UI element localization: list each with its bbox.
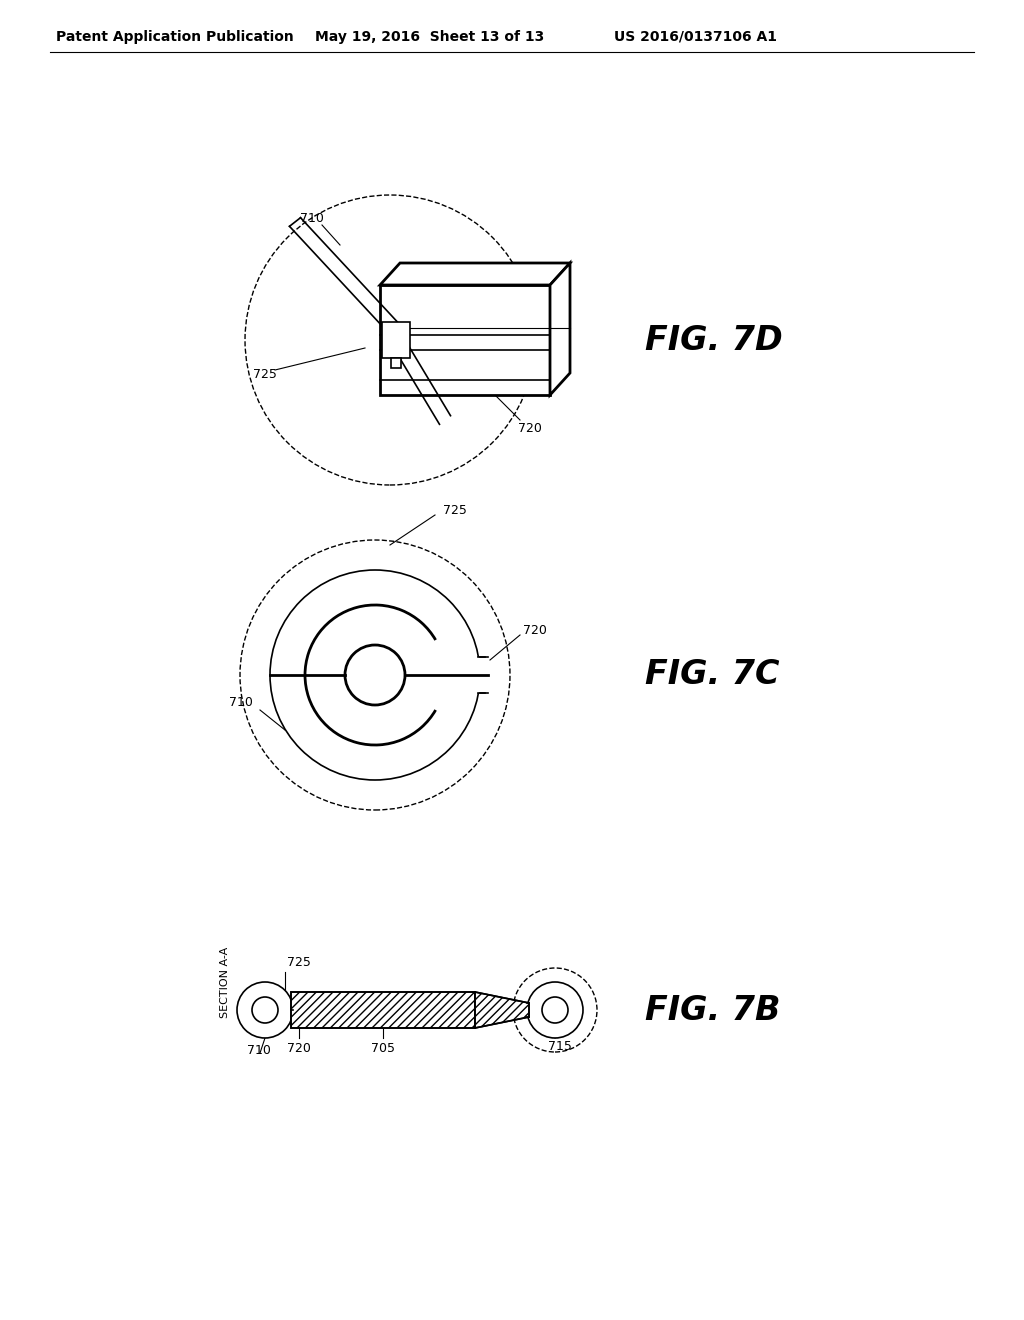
- Circle shape: [252, 997, 278, 1023]
- Text: May 19, 2016  Sheet 13 of 13: May 19, 2016 Sheet 13 of 13: [315, 30, 545, 44]
- Text: 710: 710: [229, 697, 253, 710]
- Circle shape: [542, 997, 568, 1023]
- Text: 710: 710: [300, 211, 324, 224]
- Polygon shape: [380, 263, 570, 285]
- Circle shape: [270, 570, 480, 780]
- Polygon shape: [382, 322, 410, 358]
- Polygon shape: [475, 657, 490, 693]
- Text: 715: 715: [548, 1040, 572, 1052]
- Circle shape: [345, 645, 406, 705]
- Polygon shape: [475, 993, 529, 1028]
- Text: 710: 710: [247, 1044, 271, 1056]
- Text: US 2016/0137106 A1: US 2016/0137106 A1: [613, 30, 776, 44]
- Text: 725: 725: [443, 503, 467, 516]
- Text: SECTION A-A: SECTION A-A: [220, 946, 230, 1018]
- Circle shape: [527, 982, 583, 1038]
- Text: 720: 720: [523, 623, 547, 636]
- Polygon shape: [550, 263, 570, 395]
- Text: 725: 725: [287, 956, 311, 969]
- Text: 720: 720: [518, 421, 542, 434]
- Text: 705: 705: [371, 1041, 395, 1055]
- Text: FIG. 7B: FIG. 7B: [645, 994, 780, 1027]
- Circle shape: [237, 982, 293, 1038]
- Text: Patent Application Publication: Patent Application Publication: [56, 30, 294, 44]
- Text: FIG. 7C: FIG. 7C: [645, 659, 779, 692]
- Polygon shape: [291, 993, 475, 1028]
- Text: 720: 720: [287, 1041, 311, 1055]
- Text: FIG. 7D: FIG. 7D: [645, 323, 782, 356]
- Text: 725: 725: [253, 368, 276, 381]
- Polygon shape: [380, 285, 550, 395]
- Polygon shape: [391, 358, 401, 368]
